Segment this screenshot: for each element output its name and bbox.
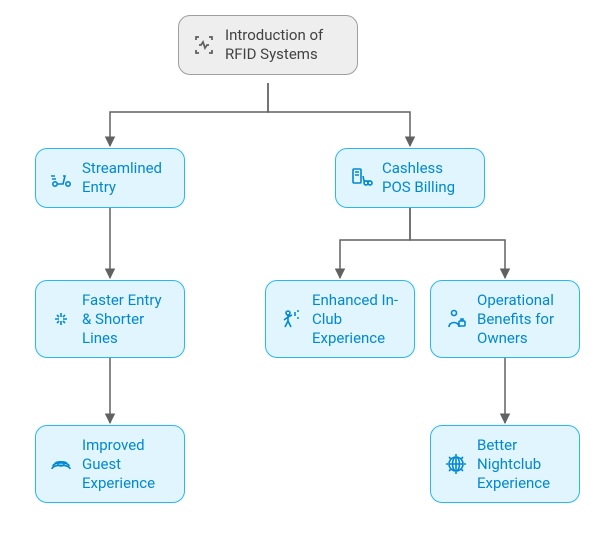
node-label: Operational Benefits for Owners (477, 291, 567, 347)
node-label: Better Nightclub Experience (477, 436, 567, 492)
node-operational: Operational Benefits for Owners (430, 280, 580, 358)
rfid-icon (191, 32, 217, 58)
node-label: Streamlined Entry (82, 159, 172, 197)
scooter-icon (48, 165, 74, 191)
node-label: Improved Guest Experience (82, 436, 172, 492)
dance-icon (278, 306, 304, 332)
node-streamlined: Streamlined Entry (35, 148, 185, 208)
node-faster: Faster Entry & Shorter Lines (35, 280, 185, 358)
globe-icon (443, 451, 469, 477)
owner-icon (443, 306, 469, 332)
node-better: Better Nightclub Experience (430, 425, 580, 503)
node-label: Introduction of RFID Systems (225, 26, 345, 64)
node-label: Cashless POS Billing (382, 159, 472, 197)
node-root: Introduction of RFID Systems (178, 15, 358, 75)
sparkle-icon (48, 306, 74, 332)
node-enhanced: Enhanced In-Club Experience (265, 280, 415, 358)
waves-icon (48, 451, 74, 477)
node-label: Enhanced In-Club Experience (312, 291, 402, 347)
node-cashless: Cashless POS Billing (335, 148, 485, 208)
node-improved: Improved Guest Experience (35, 425, 185, 503)
node-label: Faster Entry & Shorter Lines (82, 291, 172, 347)
pos-icon (348, 165, 374, 191)
